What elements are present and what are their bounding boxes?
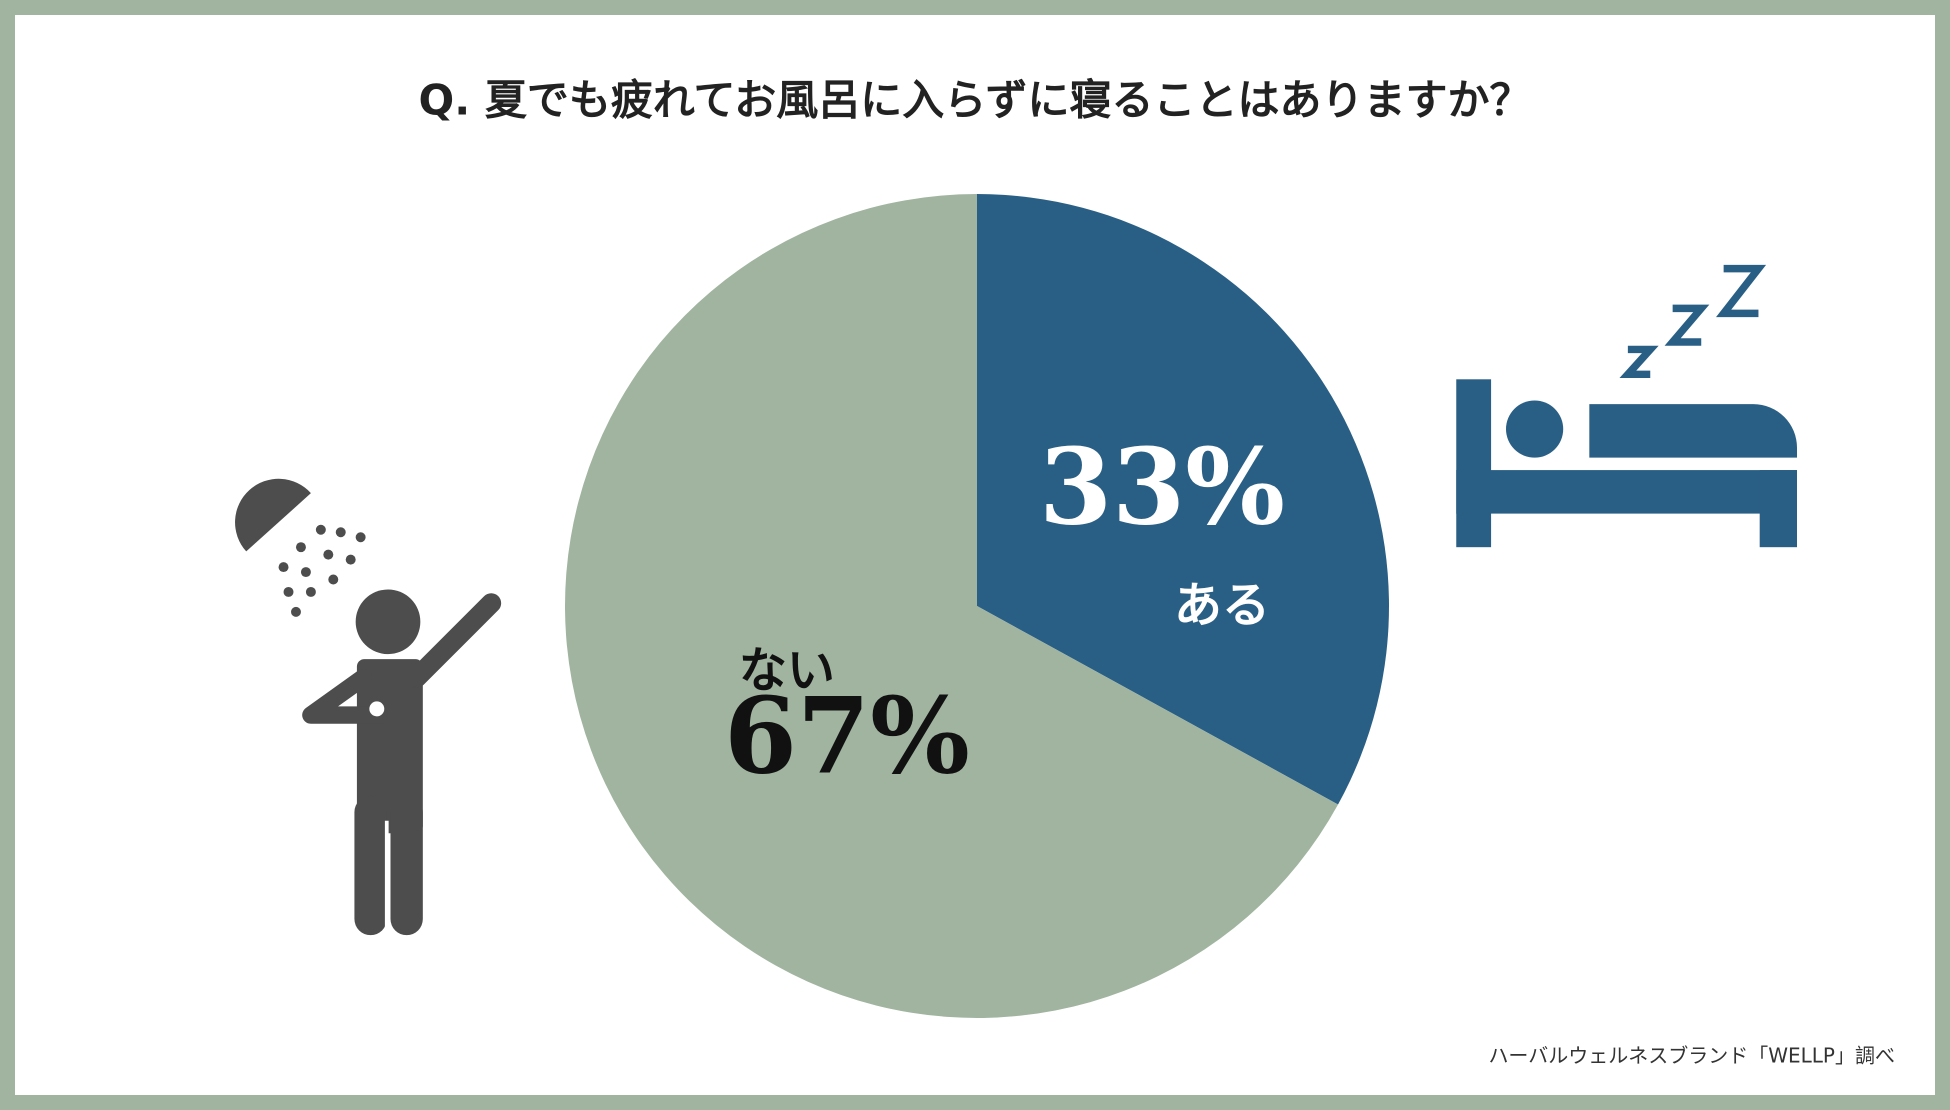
chart-title: Q. 夏でも疲れてお風呂に入らずに寝ることはありますか？ bbox=[419, 76, 1532, 125]
bed-icon bbox=[1456, 264, 1798, 548]
value-label: 67% bbox=[724, 674, 970, 798]
icons bbox=[235, 264, 1798, 936]
category-label: ある bbox=[1174, 578, 1270, 634]
category-label: ない bbox=[739, 642, 835, 698]
shower-person-icon bbox=[235, 478, 502, 936]
value-label: 33% bbox=[1039, 425, 1285, 549]
pie-slice bbox=[977, 194, 1390, 805]
pie-slice bbox=[565, 194, 1339, 1018]
source-note: ハーバルウェルネスブランド「WELLP」調べ bbox=[1488, 1044, 1895, 1068]
